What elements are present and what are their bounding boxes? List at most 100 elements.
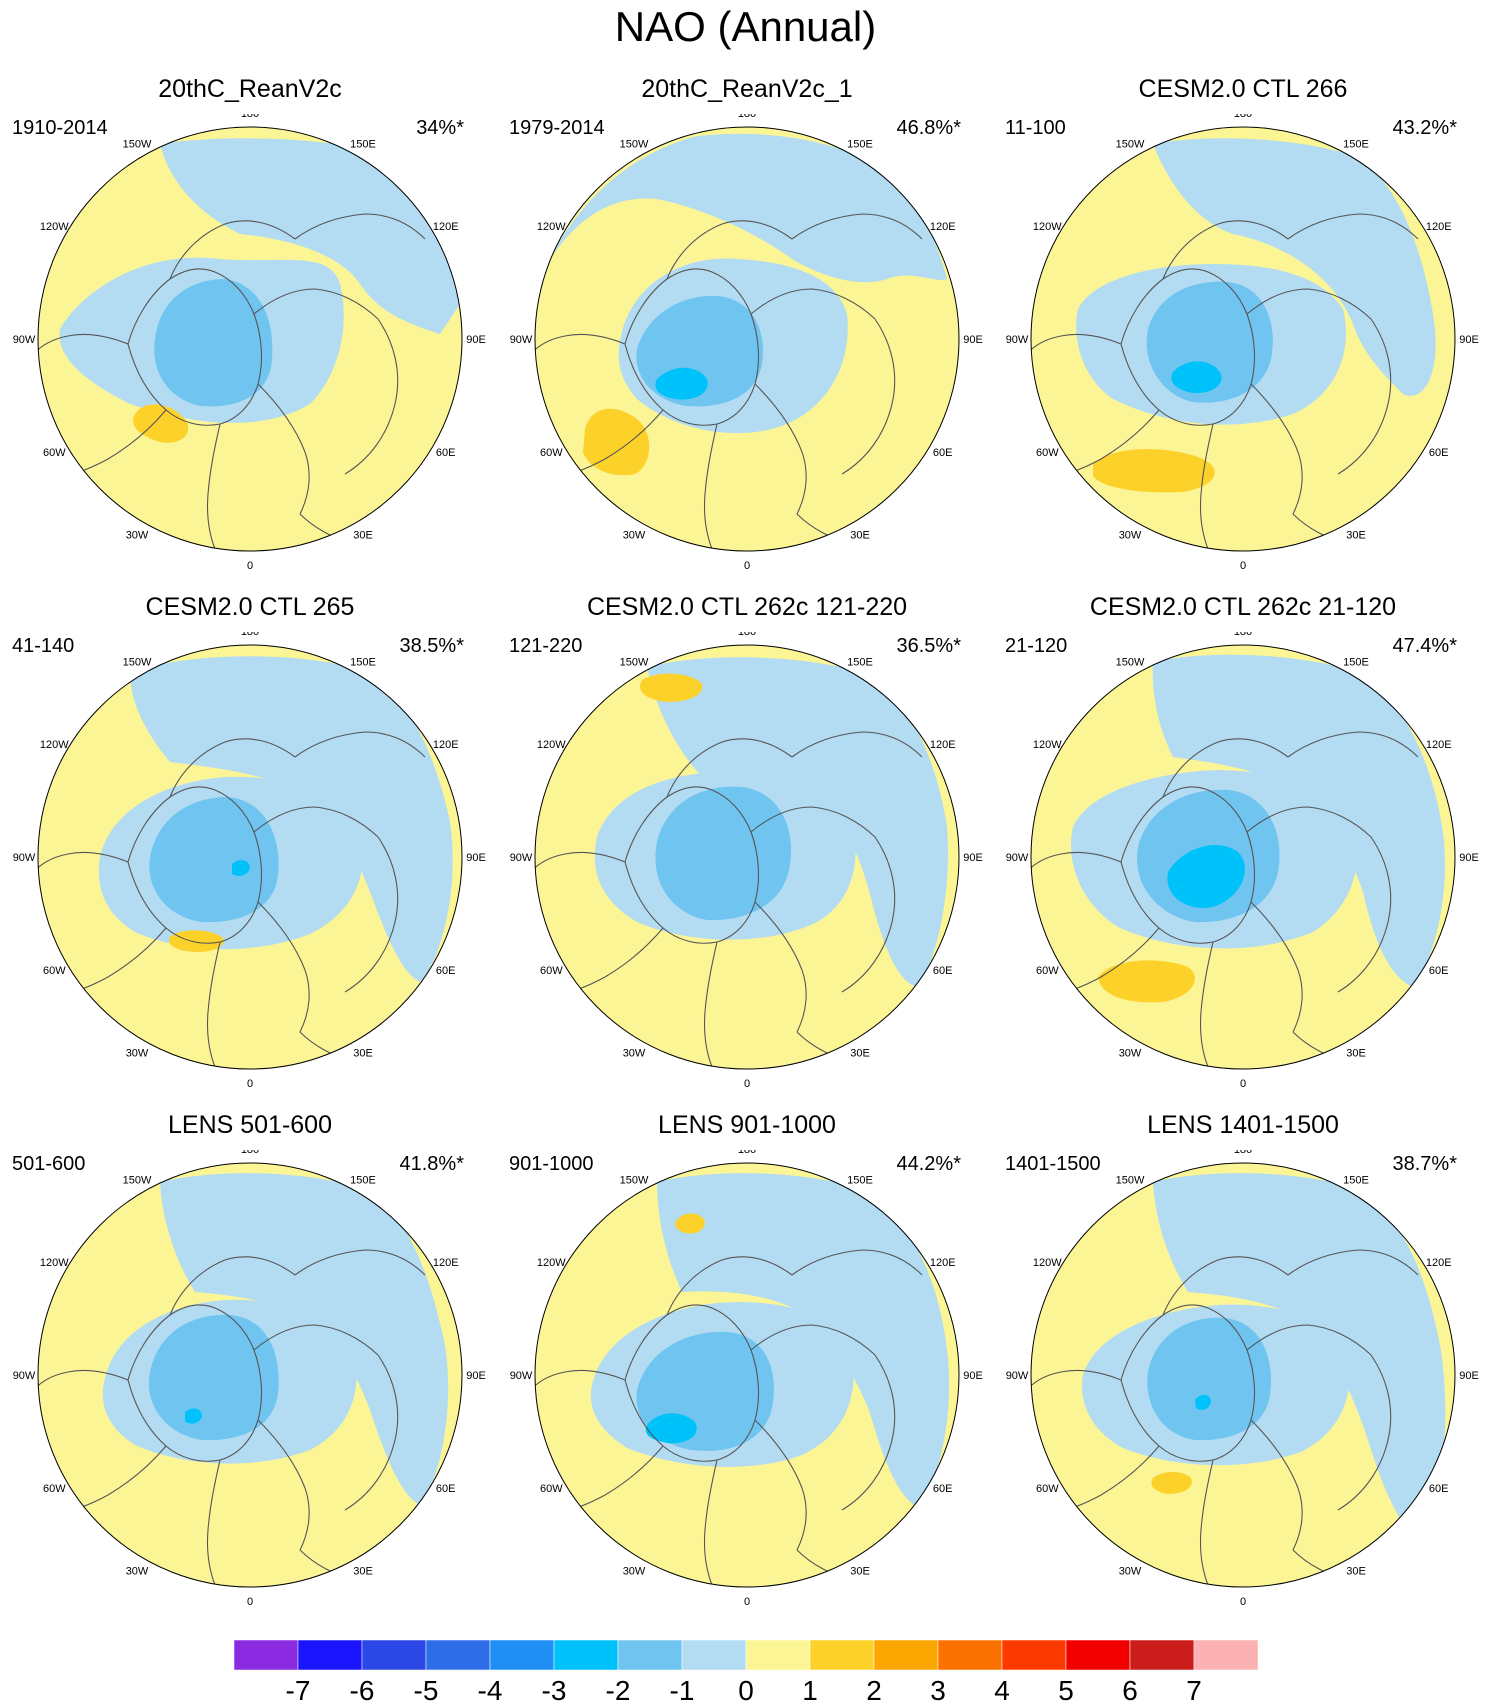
coastlines xyxy=(535,213,923,550)
panel-period: 21-120 xyxy=(1005,635,1068,657)
colorbar-label: 6 xyxy=(1122,1675,1138,1705)
coastline xyxy=(1199,941,1214,1068)
colorbar-swatch xyxy=(617,1639,683,1671)
panel-variance-explained: 41.8%* xyxy=(399,1153,465,1175)
longitude-label: 120W xyxy=(40,1257,69,1269)
longitude-label: 60W xyxy=(43,965,66,977)
positive-anomaly-core xyxy=(639,673,703,702)
longitude-label: 90E xyxy=(466,852,486,864)
colorbar: -7 -6 -5 -4 -3 -2 -1 0 1 2 3 4 5 6 7 xyxy=(233,1639,1259,1705)
positive-anomaly-core xyxy=(1093,449,1215,493)
longitude-label: 30W xyxy=(623,1566,646,1578)
map-panel: CESM2.0 CTL 262c 121-220 121-220 36.5%* 180… xyxy=(507,592,987,1112)
coastline xyxy=(257,1419,310,1551)
positive-anomaly-core xyxy=(583,408,650,476)
coastline xyxy=(841,836,896,993)
coastline xyxy=(344,836,399,993)
map-boundary xyxy=(534,644,960,1070)
longitude-label: 150W xyxy=(1116,1174,1145,1186)
colorbar-swatch xyxy=(233,1639,299,1671)
longitude-label: 0 xyxy=(247,1596,253,1608)
negative-anomaly-core xyxy=(154,279,273,407)
longitude-label: 30E xyxy=(1346,530,1366,542)
coastline xyxy=(257,901,310,1033)
negative-anomaly-region-pacific xyxy=(647,657,948,987)
colorbar-swatch xyxy=(297,1639,363,1671)
longitude-label: 60W xyxy=(1036,1483,1059,1495)
panel-variance-explained: 38.7%* xyxy=(1392,1153,1458,1175)
negative-anomaly-region-pacific xyxy=(1153,1173,1446,1540)
coastline xyxy=(1246,288,1372,320)
longitude-label: 60W xyxy=(540,447,563,459)
coastline xyxy=(1337,836,1392,993)
longitude-label: 150W xyxy=(620,656,649,668)
longitude-label: 90W xyxy=(1006,334,1029,346)
map-panel: CESM2.0 CTL 265 41-140 38.5%* 180 150E 120E 90… xyxy=(10,592,490,1112)
coastline xyxy=(206,1459,221,1586)
colorbar-label: -1 xyxy=(670,1675,695,1705)
longitude-label: 90W xyxy=(13,1370,36,1382)
longitude-label: 90E xyxy=(963,1370,983,1382)
map-boundary xyxy=(534,1162,960,1588)
longitude-label: 120E xyxy=(433,221,459,233)
coastline xyxy=(1162,220,1289,280)
longitude-label: 60E xyxy=(1429,1483,1449,1495)
panel-variance-explained: 47.4%* xyxy=(1392,635,1458,657)
polar-map: 180 150E 120E 90E 60E 30E 0 30W 60W 90W 120W 150W xyxy=(1006,114,1479,572)
coastline xyxy=(1162,1256,1289,1316)
colorbar-swatch xyxy=(873,1639,939,1671)
longitude-label: 90E xyxy=(963,334,983,346)
longitude-label: 180 xyxy=(241,114,259,120)
colorbar-swatch xyxy=(553,1639,619,1671)
polar-map: 180 150E 120E 90E 60E 30E 0 30W 60W 90W 120W 150W xyxy=(13,114,486,572)
coastline xyxy=(1031,1369,1122,1393)
longitude-label: 120W xyxy=(537,221,566,233)
longitude-label: 60E xyxy=(933,1483,953,1495)
longitude-label: 90E xyxy=(1459,334,1479,346)
longitude-label: 60E xyxy=(1429,965,1449,977)
longitude-label: 120E xyxy=(930,221,956,233)
coastline xyxy=(1250,383,1303,515)
polar-map: 180 150E 120E 90E 60E 30E 0 30W 60W 90W 120W 150W xyxy=(510,114,983,572)
coastline xyxy=(294,1249,426,1276)
longitude-label: 30W xyxy=(1119,1566,1142,1578)
coastline xyxy=(294,731,426,758)
colorbar-label: 7 xyxy=(1186,1675,1202,1705)
longitude-label: 180 xyxy=(1234,114,1252,120)
coastline xyxy=(1337,318,1392,475)
longitude-label: 60W xyxy=(1036,447,1059,459)
coastline xyxy=(344,318,399,475)
polar-map: 180 150E 120E 90E 60E 30E 0 30W 60W 90W 120W 150W xyxy=(510,1150,983,1608)
panel-variance-explained: 38.5%* xyxy=(399,635,465,657)
longitude-label: 90W xyxy=(1006,852,1029,864)
panel-title: 20thC_ReanV2c_1 xyxy=(641,75,853,103)
map-panel: LENS 501-600 501-600 41.8%* 180 150E 120E 90E 6… xyxy=(10,1110,490,1630)
coastline xyxy=(1120,268,1255,426)
longitude-label: 30W xyxy=(623,530,646,542)
map-boundary xyxy=(1030,1162,1456,1588)
colorbar-label: 3 xyxy=(930,1675,946,1705)
panel-variance-explained: 46.8%* xyxy=(896,117,962,139)
colorbar-label: -6 xyxy=(350,1675,375,1705)
coastline xyxy=(257,383,310,515)
longitude-label: 60E xyxy=(933,447,953,459)
longitude-label: 150W xyxy=(123,1174,152,1186)
coastline xyxy=(127,1304,262,1462)
map-boundary xyxy=(37,644,463,1070)
longitude-label: 150E xyxy=(1343,656,1369,668)
colorbar-swatch xyxy=(681,1639,747,1671)
longitude-label: 30W xyxy=(126,1048,149,1060)
longitude-label: 30E xyxy=(1346,1566,1366,1578)
coastline xyxy=(703,1459,718,1586)
longitude-label: 180 xyxy=(241,1150,259,1156)
longitude-label: 150E xyxy=(350,1174,376,1186)
longitude-label: 90E xyxy=(1459,1370,1479,1382)
longitude-label: 30E xyxy=(353,530,373,542)
coastlines xyxy=(1031,731,1419,1068)
negative-anomaly-core xyxy=(1147,1317,1271,1441)
longitude-label: 0 xyxy=(744,1078,750,1090)
longitude-label: 30E xyxy=(850,1048,870,1060)
longitude-label: 60E xyxy=(1429,447,1449,459)
negative-anomaly-peak xyxy=(1171,361,1222,394)
polar-map: 180 150E 120E 90E 60E 30E 0 30W 60W 90W 120W 150W xyxy=(13,1150,486,1608)
